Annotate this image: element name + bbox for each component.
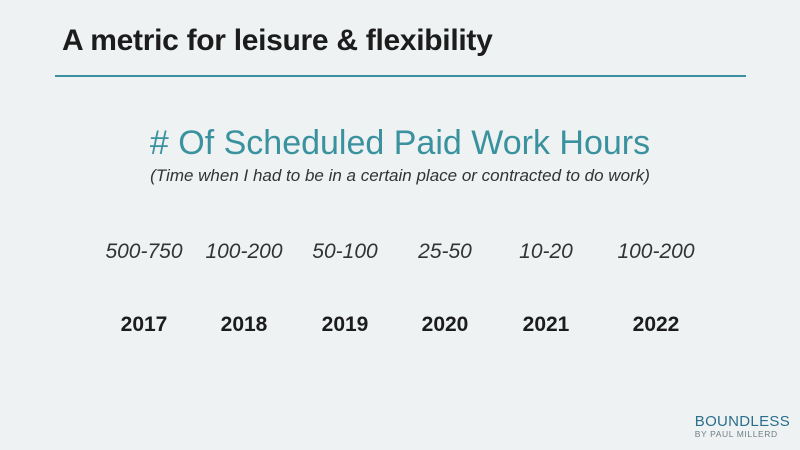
brand-logo: BOUNDLESS BY PAUL MILLERD	[695, 414, 790, 439]
year-label-2022: 2022	[632, 313, 680, 336]
title-divider	[55, 75, 746, 77]
slide-title: A metric for leisure & flexibility	[62, 24, 493, 57]
brand-byline: BY PAUL MILLERD	[694, 429, 778, 439]
brand-name: BOUNDLESS	[694, 413, 790, 430]
range-value-2018: 100-200	[205, 240, 283, 263]
range-value-2020: 25-50	[418, 240, 472, 263]
range-value-2021: 10-20	[519, 240, 573, 263]
metric-subtitle: (Time when I had to be in a certain plac…	[150, 166, 650, 185]
range-value-2019: 50-100	[312, 240, 378, 263]
year-label-2017: 2017	[120, 313, 168, 336]
year-label-2021: 2021	[522, 313, 570, 336]
range-value-2017: 500-750	[105, 240, 183, 263]
year-label-2018: 2018	[220, 313, 268, 336]
year-label-2020: 2020	[421, 313, 469, 336]
metric-heading: # Of Scheduled Paid Work Hours	[149, 124, 651, 162]
range-value-2022: 100-200	[617, 240, 695, 263]
year-label-2019: 2019	[321, 313, 369, 336]
